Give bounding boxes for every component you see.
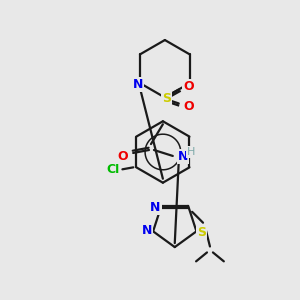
Text: Cl: Cl — [107, 163, 120, 176]
Text: S: S — [197, 226, 206, 239]
Text: O: O — [183, 80, 194, 93]
Text: O: O — [117, 150, 128, 164]
Text: O: O — [183, 100, 194, 113]
Text: H: H — [186, 147, 195, 157]
Text: S: S — [162, 92, 171, 105]
Text: N: N — [133, 78, 143, 91]
Text: N: N — [142, 224, 152, 237]
Text: N: N — [150, 201, 161, 214]
Text: N: N — [178, 150, 188, 164]
